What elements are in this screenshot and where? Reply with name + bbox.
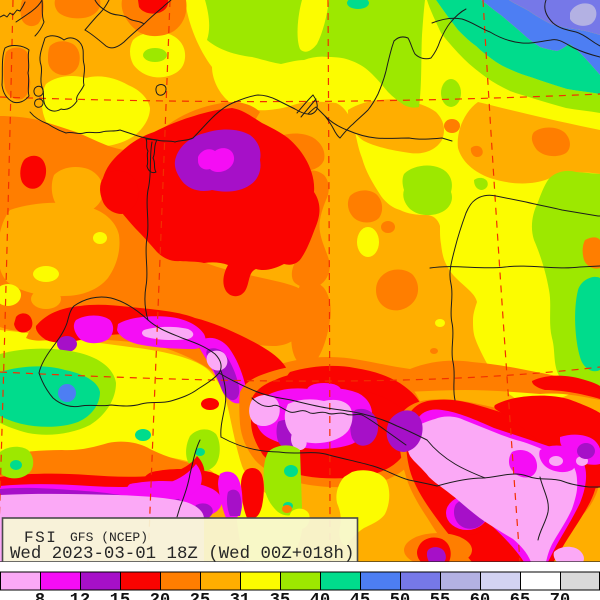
svg-text:31: 31 [230, 591, 250, 600]
svg-text:55: 55 [430, 591, 450, 600]
svg-text:20: 20 [150, 591, 170, 600]
svg-text:15: 15 [110, 591, 130, 600]
svg-text:8: 8 [35, 591, 45, 600]
svg-text:60: 60 [470, 591, 490, 600]
svg-text:Wed 2023-03-01 18Z (Wed 00Z+01: Wed 2023-03-01 18Z (Wed 00Z+018h) [10, 545, 354, 564]
svg-text:25: 25 [190, 591, 210, 600]
svg-text:12: 12 [70, 591, 90, 600]
svg-text:70: 70 [550, 591, 570, 600]
svg-text:GFS (NCEP): GFS (NCEP) [70, 530, 148, 545]
svg-text:35: 35 [270, 591, 290, 600]
svg-text:40: 40 [310, 591, 330, 600]
svg-text:FSI: FSI [24, 529, 57, 547]
svg-text:45: 45 [350, 591, 370, 600]
svg-text:65: 65 [510, 591, 530, 600]
svg-text:50: 50 [390, 591, 410, 600]
